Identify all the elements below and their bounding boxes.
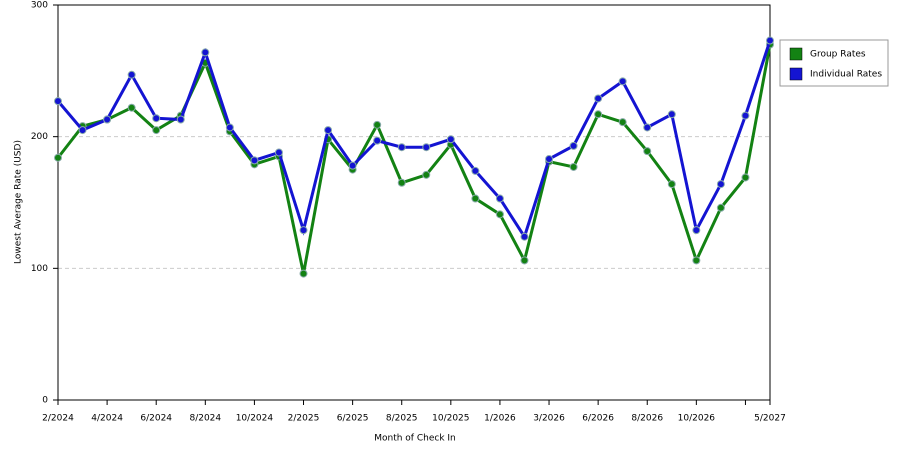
data-point [667,110,676,119]
data-point [667,180,676,189]
data-point [545,155,554,164]
data-point [225,123,234,132]
data-point [152,126,161,135]
x-tick-label: 4/2024 [91,414,123,424]
x-axis-title: Month of Check In [374,434,456,444]
data-point [495,210,504,219]
x-tick-label: 10/2025 [432,414,469,424]
data-point [643,123,652,132]
data-point [299,226,308,235]
data-point [422,170,431,179]
data-point [495,194,504,203]
data-point [152,114,161,123]
legend-label: Individual Rates [810,70,882,80]
data-point [78,126,87,135]
data-point [54,97,62,106]
data-point [716,203,725,212]
data-point [766,36,774,45]
data-point [471,166,480,175]
x-tick-label: 1/2026 [484,414,516,424]
x-tick-label: 8/2024 [189,414,221,424]
x-tick-label: 2/2025 [288,414,320,424]
data-point [422,143,431,152]
x-tick-label: 6/2026 [582,414,614,424]
data-point [127,103,136,112]
y-tick-label: 300 [31,1,48,11]
data-point [520,232,529,241]
data-point [348,161,357,170]
x-tick-label: 6/2024 [140,414,172,424]
legend-swatch [789,67,803,81]
data-point [569,162,578,171]
x-tick-label: 10/2024 [236,414,274,424]
data-point [397,143,406,152]
data-point [373,120,382,129]
data-point [446,135,455,144]
data-point [373,136,382,145]
series-line [56,44,772,274]
x-tick-label: 3/2026 [533,414,565,424]
data-point [471,194,480,203]
data-point [741,173,750,182]
data-point [618,77,627,86]
data-point [299,269,308,278]
data-point [569,141,578,150]
data-point [692,226,701,235]
x-tick-label: 10/2026 [678,414,716,424]
data-point [250,156,259,165]
data-point [201,48,210,57]
x-tick-label: 8/2025 [386,414,418,424]
legend-label: Group Rates [810,50,866,60]
data-point [594,94,603,103]
data-point [692,256,701,265]
y-axis-title: Lowest Average Rate (USD) [14,140,24,264]
data-point [127,70,136,79]
data-point [397,178,406,187]
data-point [618,118,627,127]
legend-swatch [789,47,803,61]
y-tick-label: 0 [42,396,48,406]
data-point [594,110,603,119]
data-point [741,111,750,120]
data-point [54,153,62,162]
data-point [274,148,283,157]
data-point [643,147,652,156]
x-tick-label: 8/2026 [631,414,663,424]
data-point [176,115,185,124]
data-point [520,256,529,265]
series-line [56,40,772,241]
data-point [324,126,333,135]
x-tick-label: 5/2027 [754,414,786,424]
data-point [716,180,725,189]
x-tick-label: 2/2024 [42,414,74,424]
y-tick-label: 200 [31,132,48,142]
data-point [103,115,112,124]
y-tick-label: 100 [31,264,48,274]
x-tick-label: 6/2025 [337,414,369,424]
plot-frame [57,4,771,401]
